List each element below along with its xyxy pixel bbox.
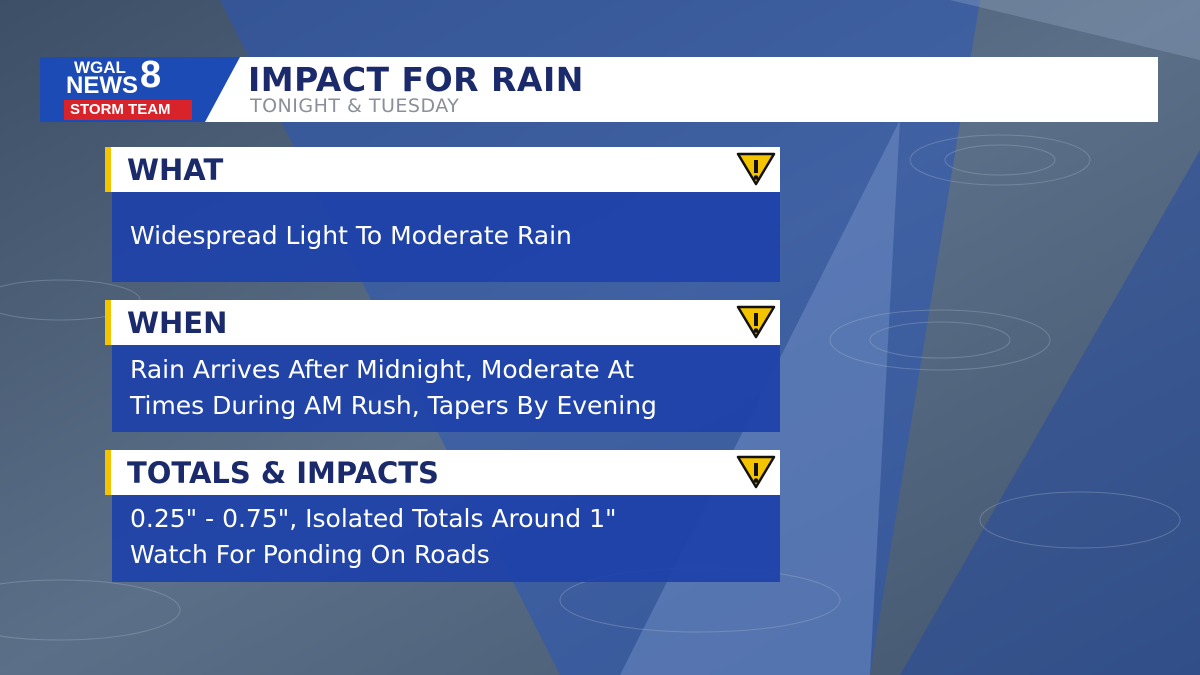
section-body: Rain Arrives After Midnight, Moderate At… <box>112 345 780 432</box>
section-body: Widespread Light To Moderate Rain <box>112 192 780 282</box>
logo-box <box>40 57 240 122</box>
section-header: TOTALS & IMPACTS <box>105 450 780 495</box>
title: IMPACT FOR RAIN <box>248 60 584 99</box>
accent-stripe <box>105 147 111 192</box>
logo-number: 8 <box>140 54 162 96</box>
section-text: 0.25" - 0.75", Isolated Totals Around 1" <box>130 504 617 533</box>
section-heading: WHEN <box>127 306 228 340</box>
logo-badge: STORM TEAM <box>70 101 171 118</box>
accent-stripe <box>105 300 111 345</box>
warning-icon <box>736 455 776 489</box>
warning-icon <box>736 305 776 339</box>
accent-stripe <box>105 450 111 495</box>
section-header: WHEN <box>105 300 780 345</box>
section-heading: TOTALS & IMPACTS <box>127 456 439 490</box>
section-heading: WHAT <box>127 153 224 187</box>
section-body: 0.25" - 0.75", Isolated Totals Around 1"… <box>112 494 780 582</box>
logo-wgal: WGAL <box>74 58 126 77</box>
subtitle: TONIGHT & TUESDAY <box>250 95 460 117</box>
section-text: Watch For Ponding On Roads <box>130 540 490 569</box>
section-header: WHAT <box>105 147 780 192</box>
section-text: Widespread Light To Moderate Rain <box>130 221 572 250</box>
warning-icon <box>736 152 776 186</box>
logo-news: NEWS <box>66 72 138 99</box>
section-text: Rain Arrives After Midnight, Moderate At <box>130 354 635 384</box>
section-text: Times During AM Rush, Tapers By Evening <box>130 390 657 420</box>
